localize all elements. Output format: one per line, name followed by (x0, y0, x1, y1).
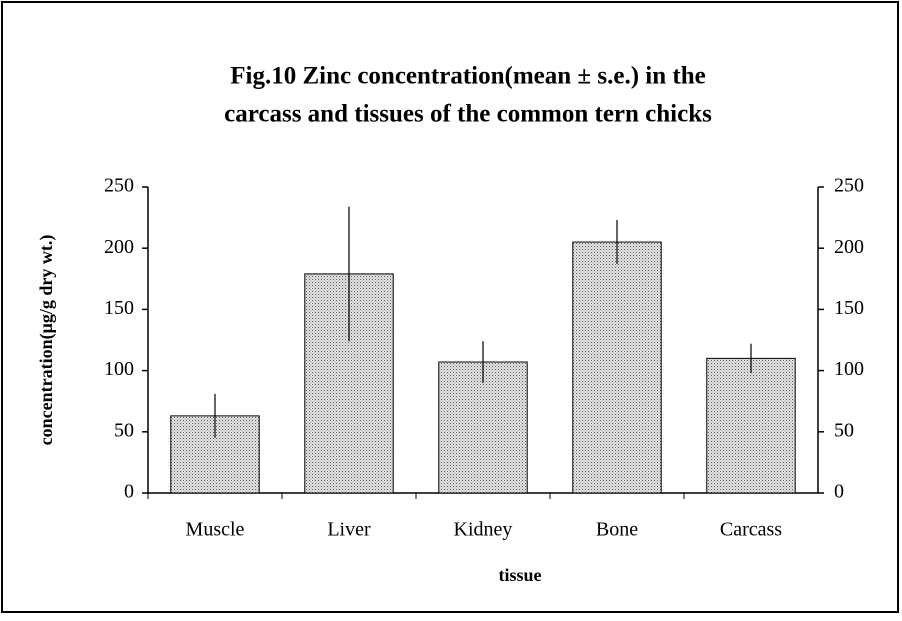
bar (706, 357, 796, 494)
y-tick-label: 250 (104, 175, 134, 197)
bar (438, 361, 528, 494)
x-axis-label: tissue (498, 565, 541, 585)
y-tick-label: 200 (104, 236, 134, 258)
bar (572, 241, 662, 494)
y-tick-label: 0 (124, 481, 134, 503)
y2-tick-label: 200 (834, 236, 864, 258)
y2-tick-label: 150 (834, 297, 864, 319)
y-tick-label: 150 (104, 297, 134, 319)
y2-tick-label: 50 (834, 419, 854, 441)
y-tick-label: 50 (114, 419, 134, 441)
y-axis-label: concentration(μg/g dry wt.) (36, 235, 57, 446)
y2-tick-label: 100 (834, 358, 864, 380)
y2-tick-label: 0 (834, 481, 844, 503)
x-tick-label: Kidney (454, 519, 513, 541)
y2-tick-label: 250 (834, 175, 864, 197)
x-tick-label: Bone (596, 519, 638, 541)
x-tick-label: Muscle (186, 519, 245, 541)
x-tick-label: Carcass (720, 519, 782, 541)
chart-title: carcass and tissues of the common tern c… (224, 101, 712, 128)
chart-title: Fig.10 Zinc concentration(mean ± s.e.) i… (230, 63, 705, 90)
y-tick-label: 100 (104, 358, 134, 380)
x-tick-label: Liver (327, 519, 371, 541)
